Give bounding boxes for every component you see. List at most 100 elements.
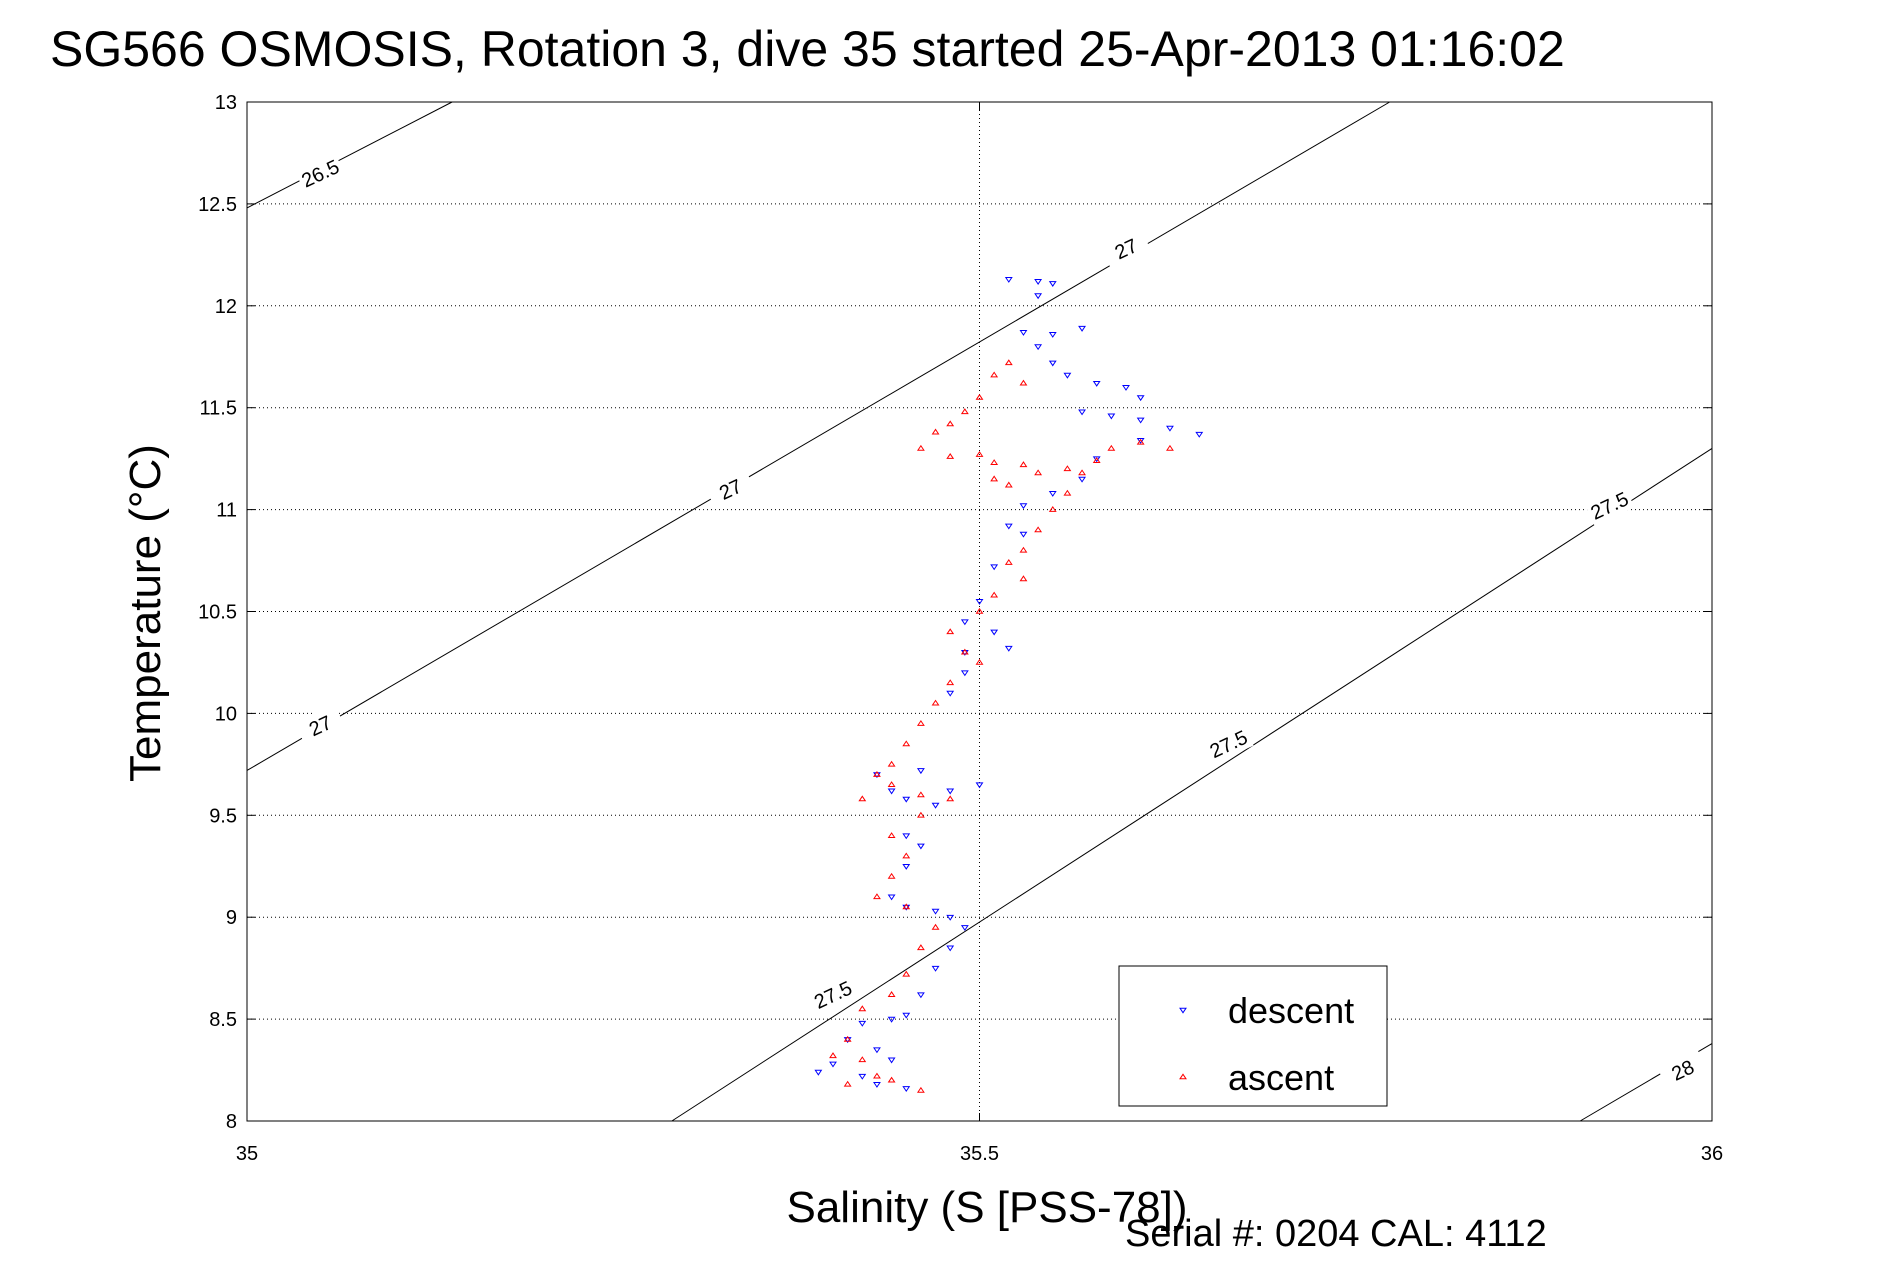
y-tick-label: 10: [215, 703, 237, 725]
x-tick-label: 36: [1701, 1143, 1723, 1165]
descent-point: [931, 965, 940, 972]
y-tick-label: 11: [216, 500, 237, 522]
contour-label-bg: [1100, 226, 1152, 269]
legend-box: [1118, 965, 1388, 1107]
y-tick-label: 9.5: [209, 805, 237, 827]
ascent-point: [1092, 457, 1101, 463]
descent-point: [1122, 385, 1130, 391]
ascent-point: [1034, 469, 1043, 476]
data-points: [814, 277, 1204, 1093]
ascent-point: [843, 1080, 852, 1087]
ascent-point: [1166, 444, 1174, 451]
y-tick-label: 12: [215, 296, 237, 318]
chart-title: SG566 OSMOSIS, Rotation 3, dive 35 start…: [50, 21, 1565, 77]
descent-point: [1034, 279, 1043, 285]
legend-label-ascent: ascent: [1228, 1057, 1334, 1098]
y-tick-label: 8: [226, 1111, 237, 1133]
y-tick-label: 11.5: [200, 398, 237, 420]
contour-line-26.5: [246, 101, 453, 209]
y-tick-label: 10.5: [198, 602, 237, 624]
descent-point: [1019, 531, 1028, 538]
ascent-point: [931, 699, 940, 706]
descent-point: [946, 788, 955, 795]
descent-point: [1034, 293, 1043, 300]
descent-point: [990, 629, 999, 636]
ascent-point: [946, 453, 955, 459]
ascent-point: [1063, 489, 1072, 496]
contour-label-bg: [704, 467, 756, 510]
descent-point: [931, 802, 940, 809]
ascent-point: [1019, 546, 1028, 553]
ascent-point: [902, 903, 911, 910]
x-tick-label: 35.5: [960, 1143, 999, 1165]
descent-point: [902, 1086, 911, 1092]
descent-point: [946, 690, 955, 697]
ascent-point: [1004, 481, 1013, 488]
ascent-point: [887, 991, 896, 997]
descent-point: [1136, 417, 1145, 424]
descent-point: [887, 894, 896, 901]
ascent-point: [916, 811, 925, 818]
descent-point: [990, 564, 999, 571]
ascent-point: [990, 371, 999, 378]
descent-point: [931, 908, 940, 915]
ascent-point: [902, 740, 911, 747]
ascent-point: [931, 923, 940, 930]
ascent-point: [887, 760, 896, 767]
ascent-point: [946, 795, 955, 802]
ascent-point: [960, 648, 969, 655]
ascent-point: [975, 658, 984, 665]
y-axis-label: Temperature (°C): [121, 444, 170, 782]
ascent-point: [858, 795, 867, 802]
descent-point: [873, 1082, 881, 1088]
ascent-point: [1019, 461, 1028, 468]
ascent-point: [902, 970, 911, 977]
y-tick-label: 12.5: [198, 194, 237, 216]
ascent-point: [946, 420, 955, 427]
ascent-point: [887, 781, 896, 788]
descent-point: [1107, 413, 1116, 420]
descent-point: [1004, 523, 1013, 530]
contour-label-bg: [1583, 483, 1635, 526]
ascent-point: [829, 1052, 837, 1059]
descent-point: [902, 863, 911, 870]
descent-point: [858, 1020, 867, 1027]
ascent-point: [1019, 575, 1028, 582]
descent-point: [960, 670, 969, 677]
descent-point: [946, 945, 955, 952]
descent-point: [960, 619, 969, 626]
ascent-point: [1034, 526, 1043, 533]
y-axis-ticks: 8 8.5 9 9.5 10 10.5 11 11.5 12 12.5 13: [198, 92, 1712, 1133]
descent-point: [858, 1073, 867, 1080]
ascent-point: [887, 832, 896, 838]
x-tick-label: 35: [236, 1143, 258, 1165]
ascent-point: [873, 770, 881, 777]
ascent-point: [975, 450, 984, 457]
descent-point: [902, 1012, 911, 1019]
descent-point: [814, 1069, 823, 1076]
descent-point: [916, 843, 925, 850]
descent-point: [1195, 431, 1204, 438]
descent-point: [887, 1016, 896, 1023]
descent-point: [1078, 476, 1086, 483]
ascent-point: [916, 791, 925, 798]
contour-line-27.5: [671, 448, 1713, 1122]
ascent-point: [1004, 359, 1013, 366]
descent-point: [1166, 425, 1174, 432]
ascent-point: [873, 1072, 881, 1079]
contour-label-bg: [1202, 721, 1254, 765]
x-axis-ticks: 35 35.5 36: [236, 102, 1723, 1165]
descent-point: [1048, 490, 1057, 497]
grid-lines: [246, 101, 1713, 1122]
ascent-point: [916, 944, 925, 951]
ascent-point: [887, 1076, 896, 1083]
ascent-point: [916, 719, 925, 726]
ascent-point: [1048, 505, 1057, 512]
y-tick-label: 9: [226, 907, 237, 929]
descent-point: [1078, 409, 1086, 416]
ascent-point: [1004, 558, 1013, 565]
descent-point: [1048, 332, 1057, 338]
descent-point: [975, 782, 984, 789]
y-tick-label: 8.5: [209, 1009, 237, 1031]
